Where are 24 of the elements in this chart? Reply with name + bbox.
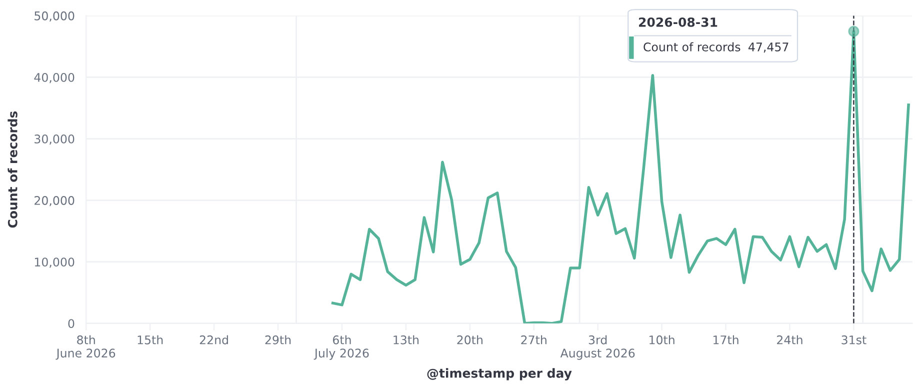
x-tick-label: 31st <box>842 335 866 344</box>
annotation: 2026-08-31 <box>639 17 718 27</box>
y-tick-label: 30,000 <box>34 134 74 145</box>
y-tick-label: 50,000 <box>34 11 74 22</box>
x-tick-label: 22nd <box>200 335 228 344</box>
annotation: Count of records <box>644 42 740 52</box>
annotation: 47,457 <box>748 42 788 53</box>
x-tick-label: 29th <box>265 335 291 344</box>
x-tick-label: 10th <box>650 335 674 344</box>
x-tick-label: 3rd August 2026 <box>560 335 635 360</box>
x-tick-label: 17th <box>714 335 738 344</box>
x-tick-label: 8th June 2026 <box>56 335 116 360</box>
x-tick-label: 13th <box>394 335 418 344</box>
y-axis-title: Count of records <box>8 111 18 228</box>
x-tick-label: 6th July 2026 <box>314 335 369 360</box>
x-tick-label: 27th <box>521 335 546 344</box>
y-tick-label: 40,000 <box>34 72 74 84</box>
x-tick-label: 15th <box>138 335 163 344</box>
x-tick-label: 24th <box>777 335 802 344</box>
y-tick-label: 20,000 <box>34 196 74 206</box>
y-tick-label: 0 <box>68 319 74 328</box>
y-tick-label: 10,000 <box>34 258 74 268</box>
x-tick-label: 20th <box>457 335 482 344</box>
x-axis-title: @timestamp per day <box>427 368 572 380</box>
